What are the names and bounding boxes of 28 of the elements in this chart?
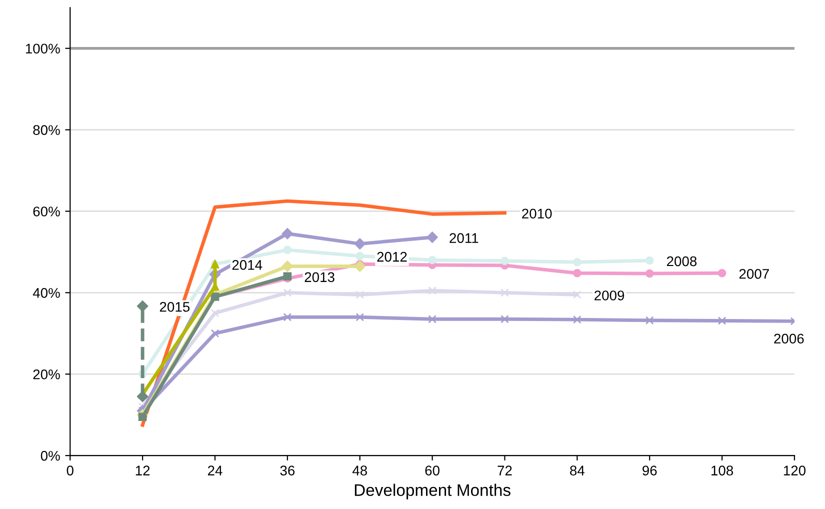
x-tick-label: 60 [425, 466, 440, 476]
x-tick-label: 108 [712, 466, 734, 476]
x-tick-label: 36 [280, 466, 295, 476]
annotation: 2011 [450, 233, 478, 243]
annotation: 2015 [160, 302, 190, 312]
y-tick-label: 40% [32, 288, 60, 298]
annotation: 2013 [304, 272, 334, 282]
annotation: 2009 [594, 290, 624, 300]
x-tick-label: 24 [208, 466, 222, 476]
y-tick-label: 80% [33, 125, 60, 135]
x-tick-label: 96 [642, 466, 657, 476]
annotation: 2008 [666, 256, 697, 266]
x-axis-title: Development Months [354, 484, 510, 500]
y-tick-label: 60% [33, 206, 60, 216]
x-tick-label: 12 [136, 466, 150, 476]
x-tick-label: 120 [784, 466, 806, 476]
y-tick-label: 0% [40, 450, 60, 461]
x-tick-label: 48 [352, 466, 367, 476]
y-tick-label: 100% [26, 44, 60, 54]
annotation: 2006 [774, 334, 804, 344]
x-tick-label: 0 [66, 466, 74, 476]
annotation: 2007 [739, 268, 769, 279]
annotation: 2014 [232, 260, 262, 270]
x-tick-label: 72 [498, 466, 512, 476]
annotation: 2012 [377, 252, 407, 262]
y-tick-label: 20% [33, 369, 60, 380]
x-tick-label: 84 [570, 466, 584, 476]
annotation: 2010 [522, 208, 552, 219]
